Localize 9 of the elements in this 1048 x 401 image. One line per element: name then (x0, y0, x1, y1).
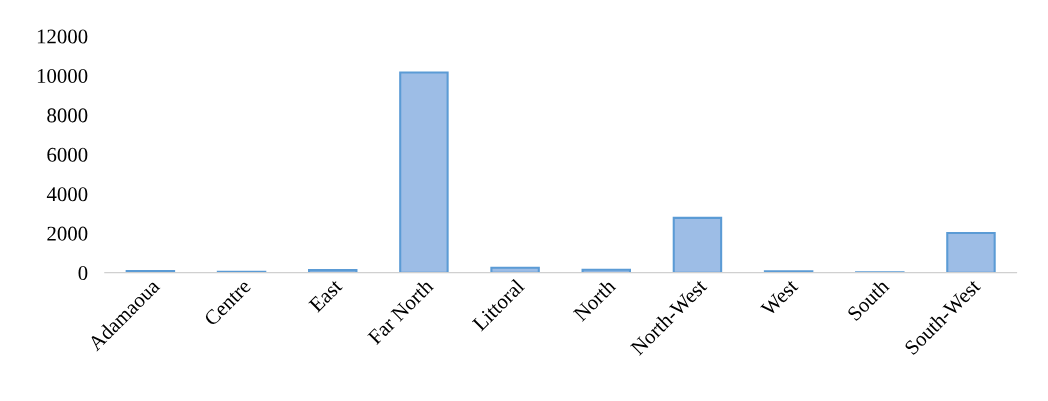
y-tick-label: 12000 (37, 29, 88, 44)
x-tick-label: East (308, 278, 344, 313)
y-tick-label: 6000 (47, 147, 88, 162)
y-tick-label: 2000 (47, 226, 88, 241)
y-tick-label: 0 (78, 266, 88, 281)
y-tick-label: 4000 (46, 187, 88, 202)
y-tick-label: 10000 (37, 68, 88, 83)
y-tick-label: 8000 (47, 108, 88, 123)
x-tick-label: West (760, 278, 799, 318)
